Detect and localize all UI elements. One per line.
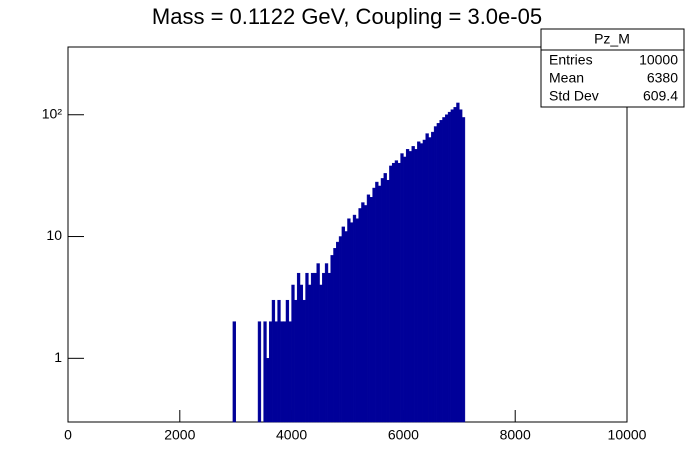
chart-title: Mass = 0.1122 GeV, Coupling = 3.0e-05 xyxy=(152,4,542,29)
bar xyxy=(397,162,401,423)
bar xyxy=(324,263,329,423)
bar xyxy=(414,149,418,423)
bar xyxy=(436,123,440,423)
bar xyxy=(274,321,278,423)
bar xyxy=(263,321,267,423)
bar xyxy=(294,299,298,423)
bar xyxy=(282,321,287,423)
bar xyxy=(361,202,365,423)
stats-title: Pz_M xyxy=(594,31,630,47)
bar xyxy=(310,272,315,423)
bar xyxy=(428,137,432,423)
bar xyxy=(389,165,393,423)
bar xyxy=(355,218,359,423)
bar xyxy=(419,143,424,423)
x-tick-label: 4000 xyxy=(276,427,307,443)
bar xyxy=(400,153,404,423)
bar xyxy=(459,109,463,423)
bar xyxy=(394,160,399,423)
bar xyxy=(313,272,318,423)
bar xyxy=(350,222,354,423)
bar xyxy=(302,299,306,423)
bar xyxy=(411,146,415,423)
x-tick-label: 2000 xyxy=(164,427,195,443)
bar xyxy=(352,214,357,423)
bar xyxy=(445,114,449,423)
bar xyxy=(386,179,390,423)
y-tick-label: 1 xyxy=(54,349,62,365)
bar xyxy=(308,284,312,423)
x-tick-label: 0 xyxy=(64,427,72,443)
y-tick-label: 10 xyxy=(46,227,62,243)
bar xyxy=(377,185,382,423)
bar xyxy=(280,321,284,423)
stats-value: 6380 xyxy=(647,70,678,86)
bar xyxy=(442,117,446,423)
bar xyxy=(391,162,396,423)
bar xyxy=(336,241,340,423)
bar xyxy=(271,299,276,423)
stats-label: Std Dev xyxy=(549,88,599,104)
bar xyxy=(383,173,387,423)
bar xyxy=(369,197,373,423)
bar xyxy=(364,205,368,423)
bar xyxy=(447,111,452,423)
bar xyxy=(296,272,301,423)
bar xyxy=(408,151,413,423)
bar xyxy=(330,255,334,423)
bar xyxy=(299,284,304,423)
y-tick-label: 10² xyxy=(42,105,63,121)
bar xyxy=(268,321,273,423)
bar xyxy=(433,126,438,423)
bar xyxy=(439,120,443,423)
bar xyxy=(277,299,281,423)
bar xyxy=(366,194,371,423)
x-tick-label: 10000 xyxy=(608,427,647,443)
bar xyxy=(341,226,345,423)
bar xyxy=(405,149,410,423)
x-tick-label: 8000 xyxy=(500,427,531,443)
bar xyxy=(347,218,351,423)
bar xyxy=(257,321,262,423)
stats-label: Mean xyxy=(549,70,584,86)
x-tick-label: 6000 xyxy=(388,427,419,443)
bar xyxy=(291,284,295,423)
stats-value: 10000 xyxy=(639,52,678,68)
bar xyxy=(375,181,379,423)
bar xyxy=(316,263,320,423)
bar xyxy=(322,272,326,423)
bar xyxy=(327,272,331,423)
bar xyxy=(288,321,292,423)
bar xyxy=(461,117,466,423)
bar xyxy=(333,248,337,423)
bar xyxy=(380,178,385,423)
bar xyxy=(431,131,435,423)
bar xyxy=(453,107,457,423)
bar xyxy=(232,321,236,423)
bar xyxy=(319,284,323,423)
bar xyxy=(358,208,362,423)
bar xyxy=(344,231,348,423)
stats-value: 609.4 xyxy=(643,88,678,104)
bar xyxy=(422,139,427,423)
stats-frame xyxy=(540,28,685,108)
stats-box: Pz_M Entries 10000 Mean 6380 Std Dev 609… xyxy=(540,28,685,108)
bar xyxy=(285,299,290,423)
bar xyxy=(417,141,421,423)
bar xyxy=(266,358,270,423)
bar xyxy=(372,187,376,423)
stats-label: Entries xyxy=(549,52,593,68)
bar xyxy=(450,109,454,423)
bar xyxy=(456,102,460,423)
bar xyxy=(403,156,407,423)
bar xyxy=(305,272,309,423)
bar xyxy=(425,133,429,423)
bar xyxy=(338,236,343,423)
